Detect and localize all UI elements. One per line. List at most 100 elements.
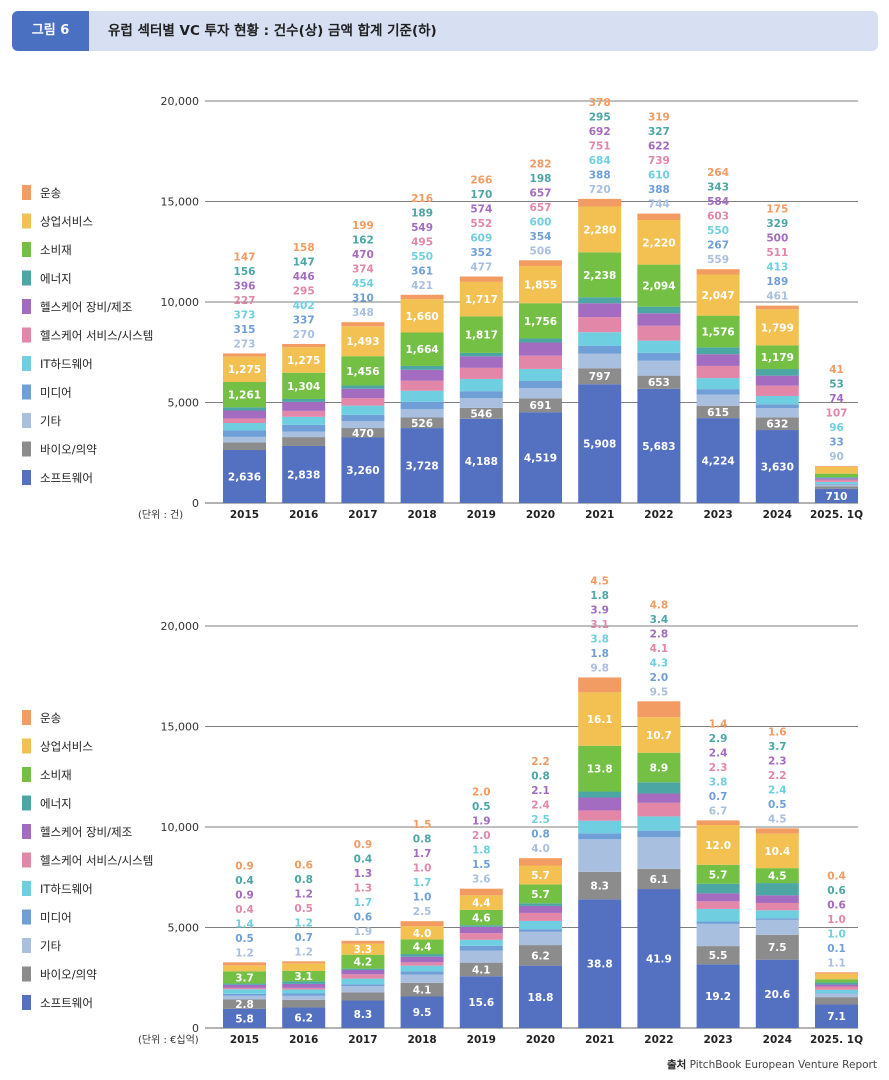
legend-swatch (22, 356, 31, 371)
data-label: 396 (234, 280, 256, 292)
bar-segment (696, 315, 740, 348)
legend-label: 에너지 (40, 272, 72, 286)
data-label: 327 (648, 126, 670, 138)
data-label: 4.8 (650, 599, 669, 611)
data-label: 1.0 (827, 928, 846, 940)
bar-segment (519, 905, 562, 913)
data-label: 2,636 (228, 472, 261, 484)
data-label: 90 (829, 451, 844, 463)
bar-segment (755, 305, 799, 310)
data-label: 1,275 (228, 364, 261, 376)
bar-segment (223, 965, 266, 972)
data-label: 0.4 (235, 875, 254, 887)
bar-segment (578, 899, 622, 1028)
bar-segment (696, 378, 740, 390)
data-label: 2.3 (768, 755, 787, 767)
data-label: 4.1 (472, 964, 491, 976)
bar-segment (637, 264, 681, 307)
unit-label: (단위 : €십억) (138, 1033, 199, 1046)
data-label: 1,717 (465, 294, 498, 306)
bar-segment (223, 418, 266, 424)
bar-segment (578, 384, 622, 503)
data-label: 388 (589, 169, 611, 181)
data-label: 751 (589, 140, 611, 152)
data-label: 402 (293, 300, 315, 312)
bar-segment (755, 430, 799, 503)
data-label: 9.5 (650, 686, 669, 698)
bar-segment (282, 987, 326, 990)
data-label: 295 (293, 285, 315, 297)
data-label: 3.1 (590, 619, 609, 631)
bar-segment (282, 445, 326, 503)
data-label: 739 (648, 155, 670, 167)
bar-segment (400, 982, 444, 997)
bar-segment (815, 982, 858, 985)
data-label: 2,047 (701, 290, 734, 302)
data-label: 9.8 (590, 662, 609, 674)
legend-swatch (22, 824, 31, 839)
x-tick-label: 2022 (644, 1034, 673, 1046)
figure-header: 그림 6 유럽 섹터별 VC 투자 현황 : 건수(상) 금액 합계 기준(하) (12, 11, 878, 51)
data-label: 189 (766, 276, 788, 288)
bar-segment (459, 945, 503, 951)
data-label: 1.0 (413, 863, 432, 875)
data-label: 550 (411, 251, 433, 263)
bar-segment (519, 931, 562, 946)
bar-segment (282, 970, 326, 982)
bar-segment (341, 978, 385, 985)
data-label: 9.5 (413, 1007, 432, 1019)
data-label: 329 (766, 218, 788, 230)
legend-label: 에너지 (40, 797, 72, 811)
data-label: 282 (530, 158, 552, 170)
bar-segment (223, 410, 266, 419)
bar-segment (459, 352, 503, 357)
legend-label: 바이오/의약 (40, 968, 97, 982)
bar-segment (637, 306, 681, 314)
bar-segment (696, 921, 740, 924)
data-label: 0.6 (294, 859, 313, 871)
bar-segment (755, 868, 799, 884)
data-label: 13.8 (587, 764, 613, 776)
bar-segment (519, 265, 562, 304)
data-label: 41 (829, 364, 844, 376)
data-label: 684 (589, 155, 611, 167)
bar-segment (815, 984, 858, 987)
bar-segment (519, 260, 562, 266)
data-label: 710 (826, 491, 848, 503)
data-label: 16.1 (587, 714, 613, 726)
bar-segment (815, 488, 858, 503)
bar-segment (341, 405, 385, 415)
bar-segment (637, 325, 681, 341)
bar-segment (755, 910, 799, 919)
bar-segment (696, 883, 740, 894)
bar-segment (223, 423, 266, 431)
data-label: 378 (589, 97, 611, 109)
data-label: 720 (589, 184, 611, 196)
bar-segment (815, 483, 858, 485)
bar-segment (755, 345, 799, 370)
data-label: 2.9 (709, 733, 728, 745)
data-label: 2,238 (583, 270, 616, 282)
bar-segment (519, 380, 562, 389)
data-label: 5,683 (642, 441, 675, 453)
data-label: 657 (530, 202, 552, 214)
bar-segment (815, 993, 858, 994)
bar-segment (815, 484, 858, 487)
bar-segment (578, 797, 622, 811)
bar-segment (282, 993, 326, 996)
bar-segment (223, 995, 266, 1000)
unit-label: (단위 : 건) (138, 508, 183, 521)
bar-segment (519, 929, 562, 932)
bar-segment (696, 274, 740, 316)
bar-segment (459, 367, 503, 379)
data-label: 147 (234, 251, 256, 263)
data-label: 2.3 (709, 762, 728, 774)
data-label: 5.8 (235, 1013, 254, 1025)
header-bar (12, 11, 878, 51)
bar-segment (341, 992, 385, 1001)
legend-swatch (22, 909, 31, 925)
bar-segment (755, 369, 799, 376)
bar-segment (282, 347, 326, 373)
data-label: 12.0 (705, 840, 731, 852)
bar-segment (282, 989, 326, 994)
